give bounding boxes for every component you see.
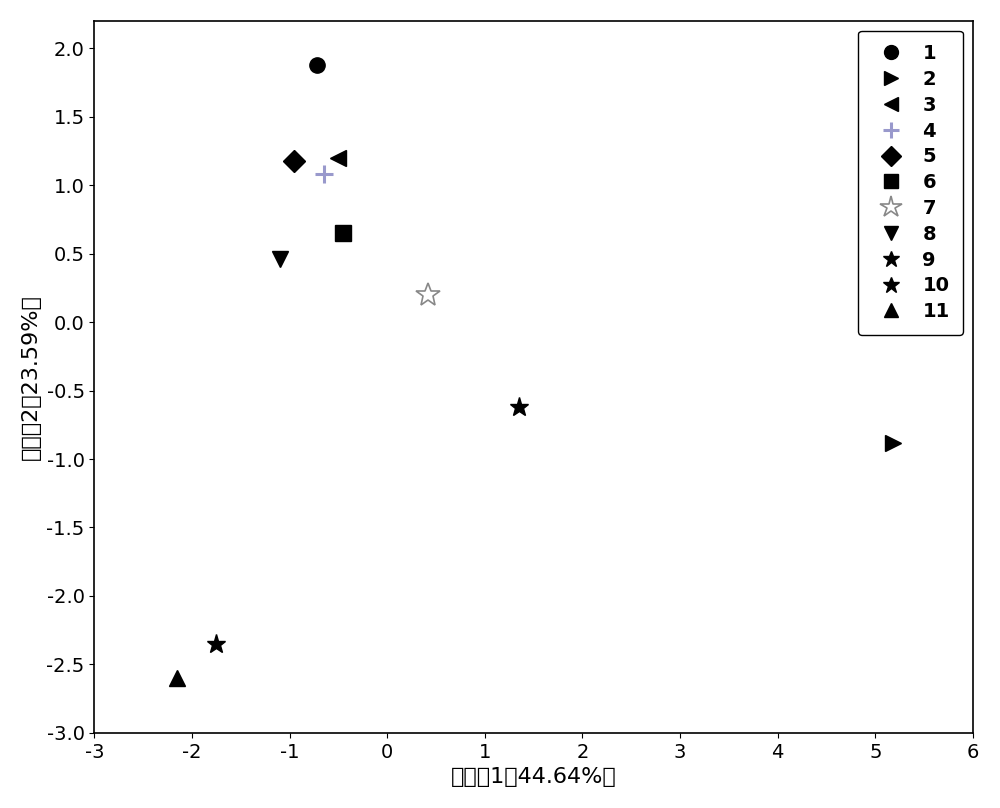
Y-axis label: 主成分2（23.59%）: 主成分2（23.59%）: [21, 294, 41, 460]
Legend: 1, 2, 3, 4, 5, 6, 7, 8, 9, 10, 11: 1, 2, 3, 4, 5, 6, 7, 8, 9, 10, 11: [858, 31, 963, 335]
X-axis label: 主成分1（44.64%）: 主成分1（44.64%）: [451, 767, 617, 787]
